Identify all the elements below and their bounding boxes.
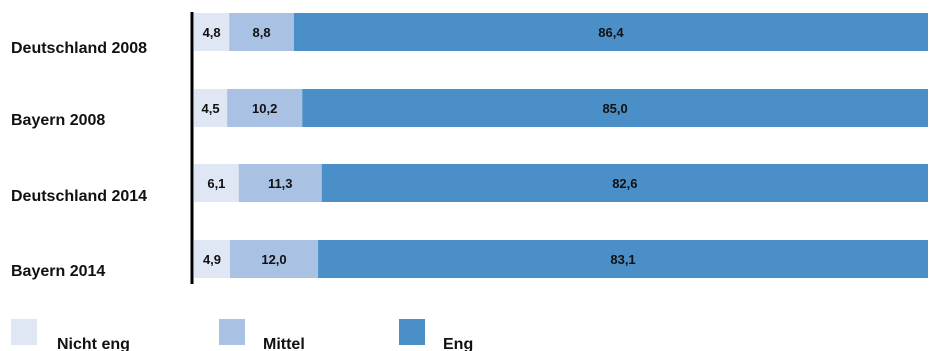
bar-segment-eng-deutschland-2014	[321, 164, 928, 202]
category-label-deutschland-2014: Deutschland 2014	[11, 188, 147, 205]
value-label-eng-bayern-2014: 83,1	[610, 252, 635, 267]
value-label-eng-deutschland-2014: 82,6	[612, 176, 637, 191]
bar-segment-nicht-eng-deutschland-2014	[194, 164, 239, 202]
value-label-mittel-bayern-2014: 12,0	[261, 252, 286, 267]
bar-segment-mittel-bayern-2008	[227, 89, 303, 127]
bar-segment-eng-deutschland-2008	[293, 13, 929, 51]
value-label-eng-deutschland-2008: 86,4	[598, 25, 624, 40]
category-labels: Deutschland 2008 Bayern 2008 Deutschland 2…	[11, 40, 147, 280]
value-label-nicht-eng-bayern-2008: 4,5	[202, 101, 220, 116]
value-label-eng-bayern-2008: 85,0	[602, 101, 627, 116]
legend-label-eng: Eng	[443, 336, 473, 351]
value-label-mittel-deutschland-2014: 11,3	[268, 176, 293, 191]
legend-label-nicht-eng: Nicht eng	[57, 336, 130, 351]
value-label-nicht-eng-deutschland-2014: 6,1	[207, 176, 225, 191]
bars: 4,8 8,8 86,4 4,5 10,2 85,0 6,1 11,3 82,6 4,9 12,0 8…	[194, 13, 929, 278]
bar-segment-mittel-deutschland-2014	[238, 164, 322, 202]
bar-segment-mittel-bayern-2014	[229, 240, 319, 278]
bar-segment-nicht-eng-bayern-2014	[194, 240, 230, 278]
category-label-bayern-2014: Bayern 2014	[11, 263, 105, 280]
bar-segment-mittel-deutschland-2008	[229, 13, 294, 51]
value-label-nicht-eng-bayern-2014: 4,9	[203, 252, 221, 267]
bar-segment-nicht-eng-deutschland-2008	[194, 13, 230, 51]
category-label-deutschland-2008: Deutschland 2008	[11, 40, 147, 57]
legend-label-mittel: Mittel	[263, 336, 305, 351]
value-label-mittel-bayern-2008: 10,2	[252, 101, 277, 116]
bar-segment-eng-bayern-2014	[318, 240, 928, 278]
bar-segment-nicht-eng-bayern-2008	[194, 89, 228, 127]
category-label-bayern-2008: Bayern 2008	[11, 112, 105, 129]
bar-segment-eng-bayern-2008	[302, 89, 928, 127]
value-label-mittel-deutschland-2008: 8,8	[252, 25, 270, 40]
value-label-nicht-eng-deutschland-2008: 4,8	[203, 25, 221, 40]
legend-swatch-mittel	[219, 319, 245, 345]
legend-swatch-nicht-eng	[11, 319, 37, 345]
legend: Nicht eng Mittel Eng	[11, 319, 473, 351]
legend-swatch-eng	[399, 319, 425, 345]
